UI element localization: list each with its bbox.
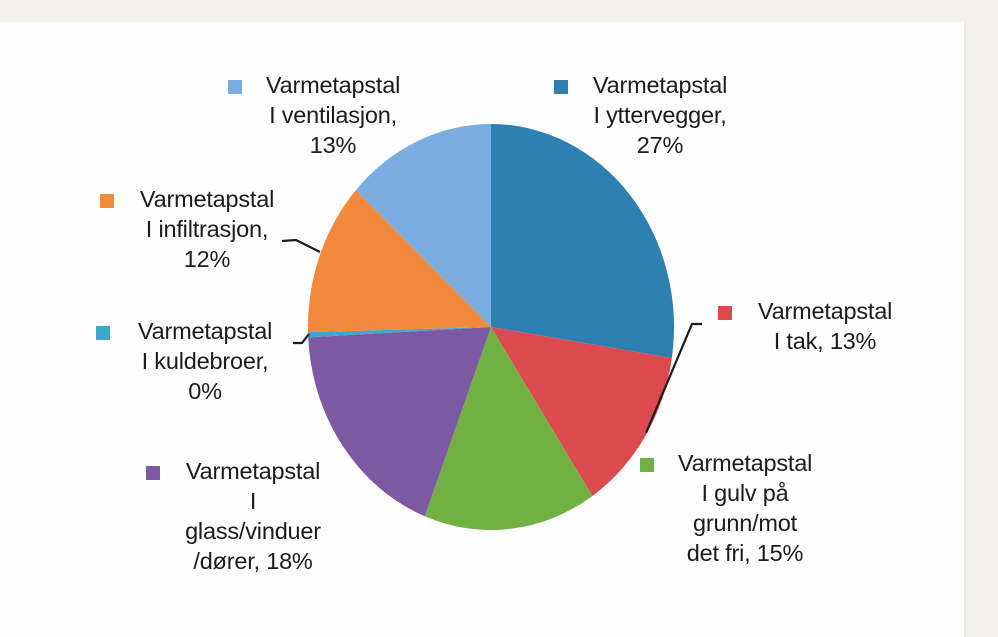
label-glass: Varmetapstal I glass/vinduer /dører, 18% [142, 456, 342, 576]
legend-swatch-infiltrasjon [100, 194, 114, 208]
pie-slice-ventilasjon [355, 124, 491, 327]
label-gulv: Varmetapstal I gulv på grunn/mot det fri… [634, 448, 834, 568]
leader-line-tak [644, 322, 702, 434]
leader-lines [281, 238, 702, 434]
legend-swatch-tak [718, 306, 732, 320]
pie-slice-kuldebroer [308, 327, 491, 338]
pie-slice-tak [491, 327, 672, 496]
leader-line-infiltrasjon [281, 238, 321, 253]
legend-swatch-ventilasjon [228, 80, 242, 94]
legend-swatch-yttervegger [554, 80, 568, 94]
leader-line-kuldebroer [293, 333, 310, 345]
label-yttervegger: Varmetapstal I yttervegger, 27% [548, 70, 748, 160]
legend-swatch-gulv [640, 458, 654, 472]
pie-slice-infiltrasjon [308, 190, 491, 333]
label-infiltrasjon: Varmetapstal I infiltrasjon, 12% [96, 184, 296, 274]
legend-swatch-kuldebroer [96, 326, 110, 340]
pie-slice-gulv [424, 327, 593, 531]
label-tak: Varmetapstal I tak, 13% [714, 296, 914, 356]
label-kuldebroer: Varmetapstal I kuldebroer, 0% [94, 316, 294, 406]
pie-slice-yttervegger [491, 124, 675, 358]
pie-slice-glass [308, 327, 491, 517]
legend-swatch-glass [146, 466, 160, 480]
pie-slices [308, 124, 675, 531]
label-ventilasjon: Varmetapstal I ventilasjon, 13% [228, 70, 410, 160]
